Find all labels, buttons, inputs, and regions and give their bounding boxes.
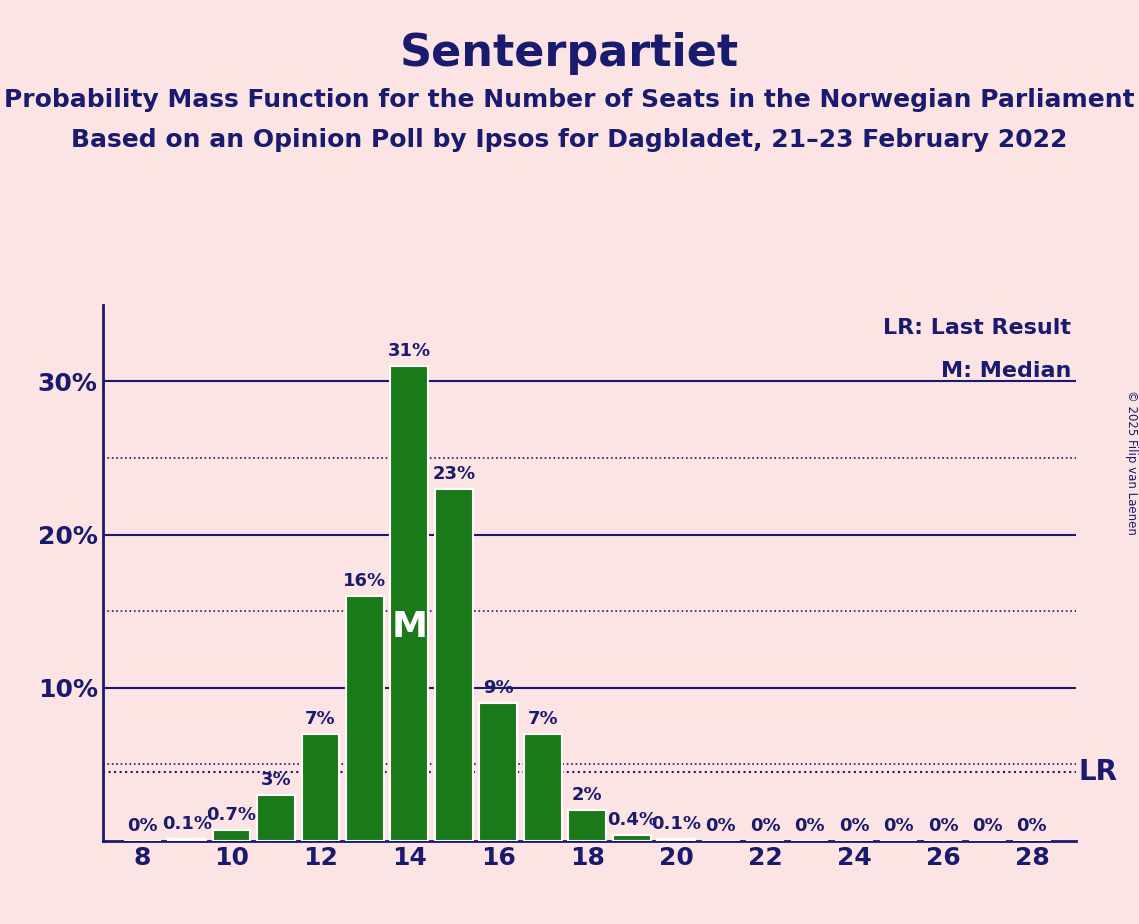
Text: 23%: 23% xyxy=(432,465,475,482)
Text: 0%: 0% xyxy=(838,817,869,834)
Bar xyxy=(435,489,473,841)
Text: LR: LR xyxy=(1079,758,1117,786)
Text: 0%: 0% xyxy=(972,817,1002,834)
Text: M: M xyxy=(392,610,427,644)
Text: 3%: 3% xyxy=(261,771,292,789)
Bar xyxy=(169,839,206,841)
Text: 0.7%: 0.7% xyxy=(206,806,256,824)
Text: 0.1%: 0.1% xyxy=(162,815,212,833)
Text: 7%: 7% xyxy=(527,710,558,727)
Text: 2%: 2% xyxy=(572,786,603,804)
Text: Based on an Opinion Poll by Ipsos for Dagbladet, 21–23 February 2022: Based on an Opinion Poll by Ipsos for Da… xyxy=(72,128,1067,152)
Bar xyxy=(391,366,428,841)
Bar xyxy=(657,839,695,841)
Text: Probability Mass Function for the Number of Seats in the Norwegian Parliament: Probability Mass Function for the Number… xyxy=(5,88,1134,112)
Bar xyxy=(524,734,562,841)
Text: 9%: 9% xyxy=(483,679,514,697)
Text: 0.1%: 0.1% xyxy=(652,815,702,833)
Text: 0%: 0% xyxy=(794,817,825,834)
Text: Senterpartiet: Senterpartiet xyxy=(400,32,739,76)
Text: 0%: 0% xyxy=(705,817,736,834)
Bar xyxy=(346,596,384,841)
Text: 7%: 7% xyxy=(305,710,336,727)
Bar xyxy=(568,810,606,841)
Bar xyxy=(257,795,295,841)
Text: 0.4%: 0.4% xyxy=(607,810,657,829)
Text: M: Median: M: Median xyxy=(941,361,1072,382)
Bar xyxy=(480,703,517,841)
Text: 0%: 0% xyxy=(1017,817,1047,834)
Text: 0%: 0% xyxy=(749,817,780,834)
Bar xyxy=(613,834,650,841)
Text: © 2025 Filip van Laenen: © 2025 Filip van Laenen xyxy=(1124,390,1138,534)
Text: 16%: 16% xyxy=(343,572,386,590)
Text: LR: Last Result: LR: Last Result xyxy=(884,319,1072,338)
Bar xyxy=(213,830,251,841)
Text: 0%: 0% xyxy=(927,817,958,834)
Text: 0%: 0% xyxy=(883,817,913,834)
Text: 0%: 0% xyxy=(128,817,158,834)
Bar xyxy=(302,734,339,841)
Text: 31%: 31% xyxy=(387,342,431,360)
